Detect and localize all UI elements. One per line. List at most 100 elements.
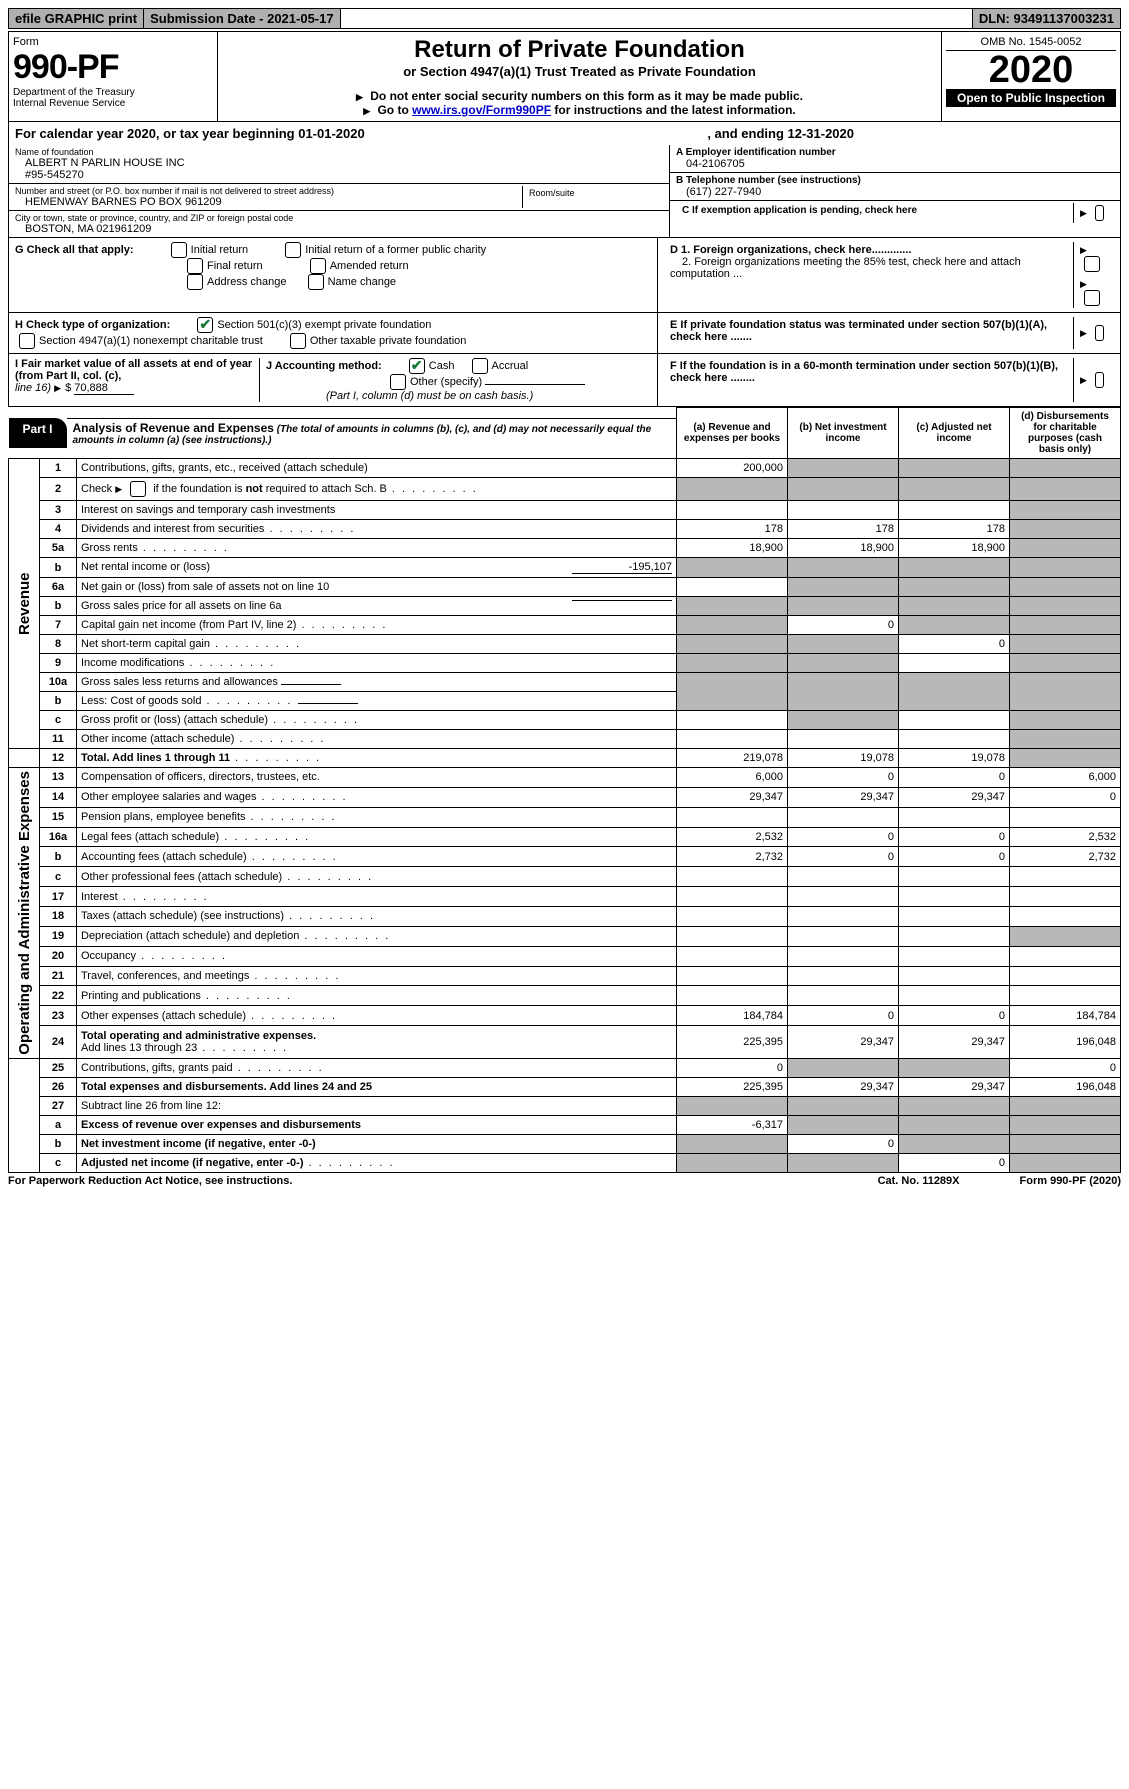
table-row: 17Interest [9, 887, 1121, 907]
table-row: 6aNet gain or (loss) from sale of assets… [9, 578, 1121, 597]
c-pending-label: C If exemption application is pending, c… [676, 203, 1073, 223]
room-label: Room/suite [523, 186, 663, 200]
efile-print-button[interactable]: efile GRAPHIC print [9, 9, 144, 28]
table-row: 25Contributions, gifts, grants paid00 [9, 1058, 1121, 1077]
other-taxable-label: Other taxable private foundation [310, 335, 467, 347]
goto-suffix: for instructions and the latest informat… [554, 103, 795, 117]
amended-return-checkbox[interactable] [310, 258, 326, 274]
city-label: City or town, state or province, country… [15, 213, 663, 223]
f-checkbox[interactable] [1095, 372, 1104, 388]
instructions-link[interactable]: www.irs.gov/Form990PF [412, 103, 551, 117]
cat-no: Cat. No. 11289X [878, 1175, 960, 1187]
table-row: Revenue 1Contributions, gifts, grants, e… [9, 459, 1121, 478]
city-state-zip: BOSTON, MA 021961209 [15, 223, 663, 235]
accrual-checkbox[interactable] [472, 358, 488, 374]
col-a-header: (a) Revenue and expenses per books [677, 408, 788, 459]
d2-label: 2. Foreign organizations meeting the 85%… [670, 256, 1021, 280]
amended-return-label: Amended return [330, 260, 409, 272]
form-title: Return of Private Foundation [222, 36, 937, 64]
col-c-header: (c) Adjusted net income [899, 408, 1010, 459]
other-method-checkbox[interactable] [390, 374, 406, 390]
page-footer: For Paperwork Reduction Act Notice, see … [8, 1173, 1121, 1187]
table-row: 26Total expenses and disbursements. Add … [9, 1077, 1121, 1096]
arrow-icon [363, 103, 374, 117]
form-number: 990-PF [13, 48, 213, 87]
final-return-checkbox[interactable] [187, 258, 203, 274]
i-label: I Fair market value of all assets at end… [15, 358, 252, 382]
irs-label: Internal Revenue Service [13, 98, 213, 109]
table-row: 20Occupancy [9, 946, 1121, 966]
table-row: 15Pension plans, employee benefits [9, 807, 1121, 827]
table-row: 2Check if the foundation is not required… [9, 478, 1121, 501]
i-line-ref: line 16) [15, 382, 51, 394]
table-row: 12Total. Add lines 1 through 11219,07819… [9, 749, 1121, 768]
dept-treasury: Department of the Treasury [13, 87, 213, 98]
table-row: bAccounting fees (attach schedule)2,7320… [9, 847, 1121, 867]
cash-checkbox[interactable] [409, 358, 425, 374]
table-row: 4Dividends and interest from securities1… [9, 520, 1121, 539]
e-checkbox[interactable] [1095, 325, 1104, 341]
4947-label: Section 4947(a)(1) nonexempt charitable … [39, 335, 263, 347]
table-row: bNet rental income or (loss) -195,107 [9, 558, 1121, 578]
part1-title: Analysis of Revenue and Expenses [73, 421, 274, 435]
table-row: 16aLegal fees (attach schedule)2,532002,… [9, 827, 1121, 847]
c-pending-checkbox[interactable] [1095, 205, 1104, 221]
g-section: G Check all that apply: Initial return I… [8, 238, 1121, 313]
final-return-label: Final return [207, 260, 263, 272]
foundation-name: ALBERT N PARLIN HOUSE INC [15, 157, 663, 169]
table-row: 27Subtract line 26 from line 12: [9, 1096, 1121, 1115]
top-bar: efile GRAPHIC print Submission Date - 20… [8, 8, 1121, 29]
table-row: 22Printing and publications [9, 986, 1121, 1006]
table-row: 7Capital gain net income (from Part IV, … [9, 616, 1121, 635]
part1-label: Part I [9, 418, 67, 448]
ein-value: 04-2106705 [676, 158, 1114, 170]
initial-former-checkbox[interactable] [285, 242, 301, 258]
fmv-value: 70,888 [74, 382, 134, 395]
h-label: H Check type of organization: [15, 319, 170, 331]
table-row: 9Income modifications [9, 654, 1121, 673]
other-method-label: Other (specify) [410, 376, 482, 388]
address-change-checkbox[interactable] [187, 274, 203, 290]
table-row: 14Other employee salaries and wages29,34… [9, 787, 1121, 807]
form-header: Form 990-PF Department of the Treasury I… [8, 31, 1121, 122]
4947-checkbox[interactable] [19, 333, 35, 349]
name-change-checkbox[interactable] [308, 274, 324, 290]
table-row: cAdjusted net income (if negative, enter… [9, 1153, 1121, 1172]
name-change-label: Name change [328, 276, 397, 288]
d1-label: D 1. Foreign organizations, check here..… [670, 244, 911, 256]
d2-checkbox[interactable] [1084, 290, 1100, 306]
cash-label: Cash [429, 360, 455, 372]
goto-prefix: Go to [377, 103, 412, 117]
addr-label: Number and street (or P.O. box number if… [15, 186, 522, 196]
tax-year: 2020 [946, 51, 1116, 89]
col-d-header: (d) Disbursements for charitable purpose… [1010, 408, 1121, 459]
table-row: aExcess of revenue over expenses and dis… [9, 1115, 1121, 1134]
table-row: 5aGross rents18,90018,90018,900 [9, 539, 1121, 558]
name-label: Name of foundation [15, 147, 663, 157]
table-row: 19Depreciation (attach schedule) and dep… [9, 926, 1121, 946]
form-word: Form [13, 36, 213, 48]
table-row: 8Net short-term capital gain0 [9, 635, 1121, 654]
submission-date-button[interactable]: Submission Date - 2021-05-17 [144, 9, 341, 28]
table-row: Operating and Administrative Expenses 13… [9, 768, 1121, 788]
tel-label: B Telephone number (see instructions) [676, 175, 1114, 186]
other-taxable-checkbox[interactable] [290, 333, 306, 349]
f-label: F If the foundation is in a 60-month ter… [664, 358, 1073, 402]
revenue-section-label: Revenue [9, 459, 40, 749]
sch-b-checkbox[interactable] [130, 481, 146, 497]
open-to-public: Open to Public Inspection [946, 89, 1116, 107]
501c3-checkbox[interactable] [197, 317, 213, 333]
h-section: H Check type of organization: Section 50… [8, 313, 1121, 354]
ein-label: A Employer identification number [676, 147, 1114, 158]
initial-return-checkbox[interactable] [171, 242, 187, 258]
ij-section: I Fair market value of all assets at end… [8, 354, 1121, 407]
paperwork-notice: For Paperwork Reduction Act Notice, see … [8, 1175, 292, 1187]
d1-checkbox[interactable] [1084, 256, 1100, 272]
g-label: G Check all that apply: [15, 244, 134, 256]
initial-former-label: Initial return of a former public charit… [305, 244, 486, 256]
form-ref: Form 990-PF (2020) [1020, 1175, 1121, 1187]
accrual-label: Accrual [492, 360, 529, 372]
table-row: cOther professional fees (attach schedul… [9, 867, 1121, 887]
table-row: 21Travel, conferences, and meetings [9, 966, 1121, 986]
form-subtitle: or Section 4947(a)(1) Trust Treated as P… [222, 64, 937, 79]
